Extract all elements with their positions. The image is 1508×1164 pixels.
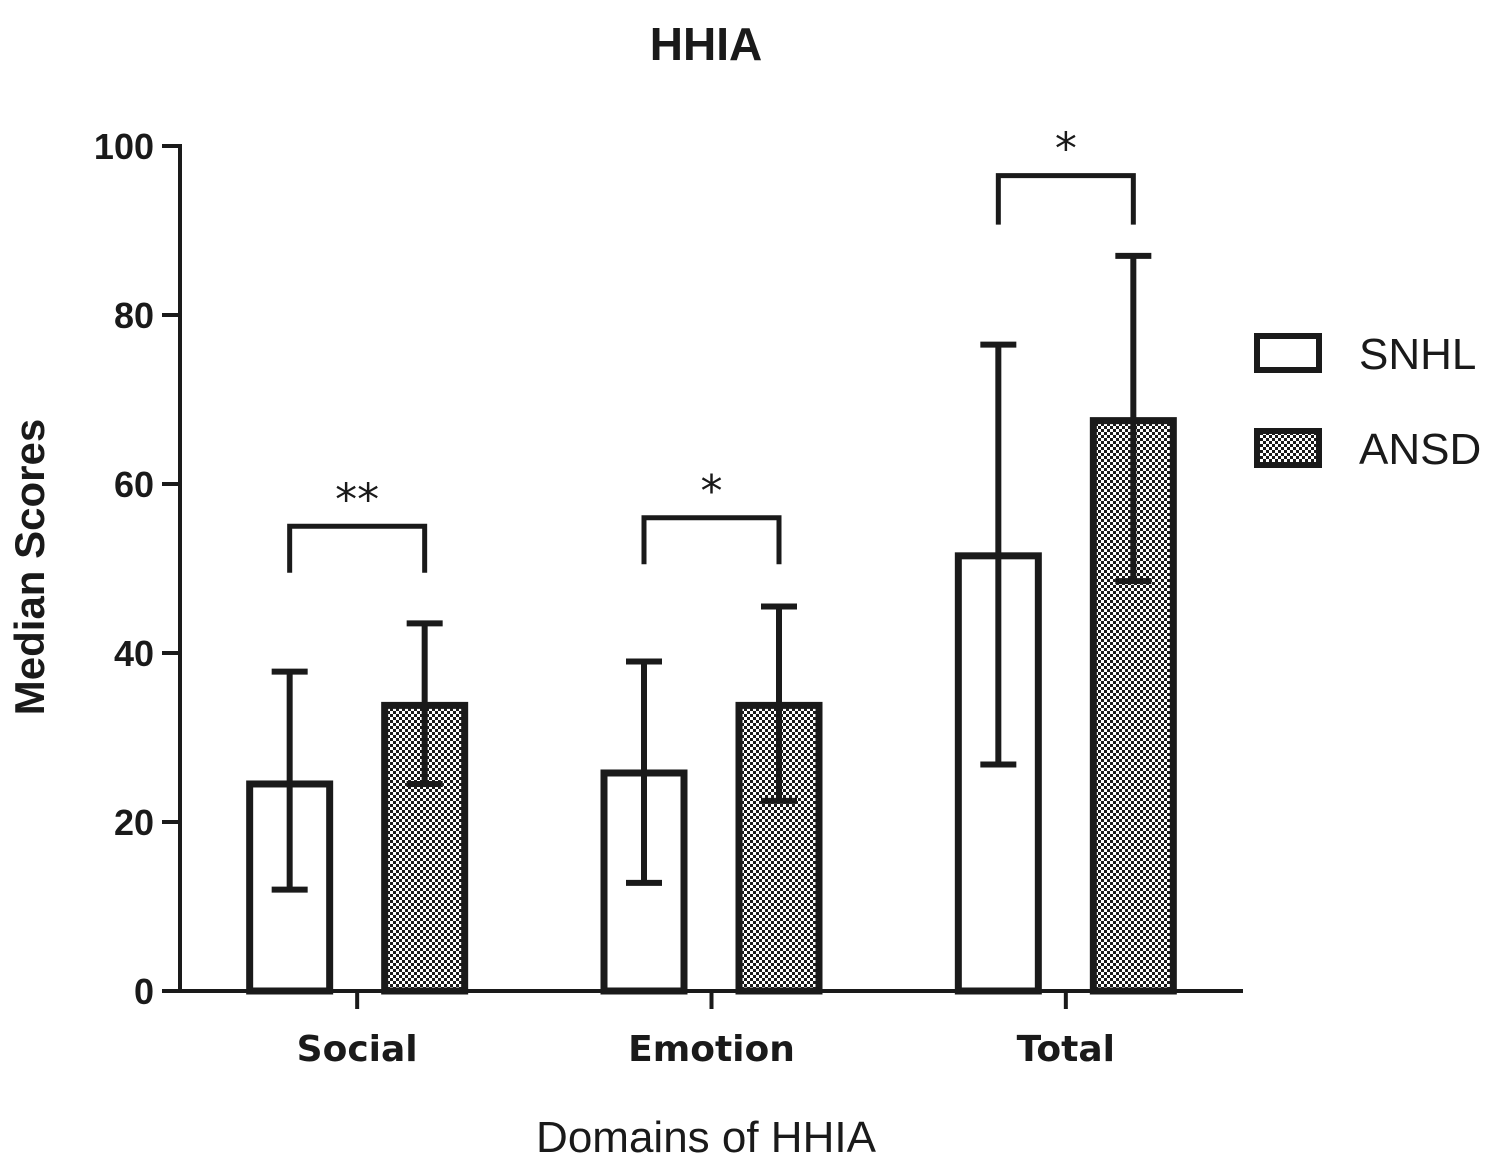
y-tick-label: 60 xyxy=(114,464,154,505)
significance-bracket xyxy=(995,173,1136,225)
legend-swatch-ansd xyxy=(1254,428,1322,468)
x-axis-label: Domains of HHIA xyxy=(536,1113,877,1162)
x-tick-label: Emotion xyxy=(628,1029,795,1070)
bar-ansd xyxy=(1089,417,1177,995)
bar-ansd xyxy=(735,701,823,995)
y-tick-label: 40 xyxy=(114,633,154,674)
chart-title: HHIA xyxy=(650,18,762,70)
y-tick-label: 100 xyxy=(94,126,154,167)
legend-swatch-snhl xyxy=(1254,333,1322,373)
x-tick-label: Total xyxy=(1017,1029,1115,1070)
significance-label: * xyxy=(701,466,723,517)
legend-label-ansd: ANSD xyxy=(1359,425,1481,474)
legend: SNHL ANSD xyxy=(1254,330,1481,474)
significance-bracket xyxy=(287,523,428,573)
bar-ansd xyxy=(381,701,469,995)
legend-label-snhl: SNHL xyxy=(1359,330,1476,379)
significance-label: ** xyxy=(335,474,379,525)
y-tick-label: 20 xyxy=(114,802,154,843)
significance-bracket xyxy=(641,515,782,565)
y-tick-label: 80 xyxy=(114,295,154,336)
y-axis-label: Median Scores xyxy=(6,419,53,715)
significance-label: * xyxy=(1055,124,1077,175)
y-tick-label: 0 xyxy=(134,971,154,1012)
x-tick-label: Social xyxy=(297,1029,418,1070)
